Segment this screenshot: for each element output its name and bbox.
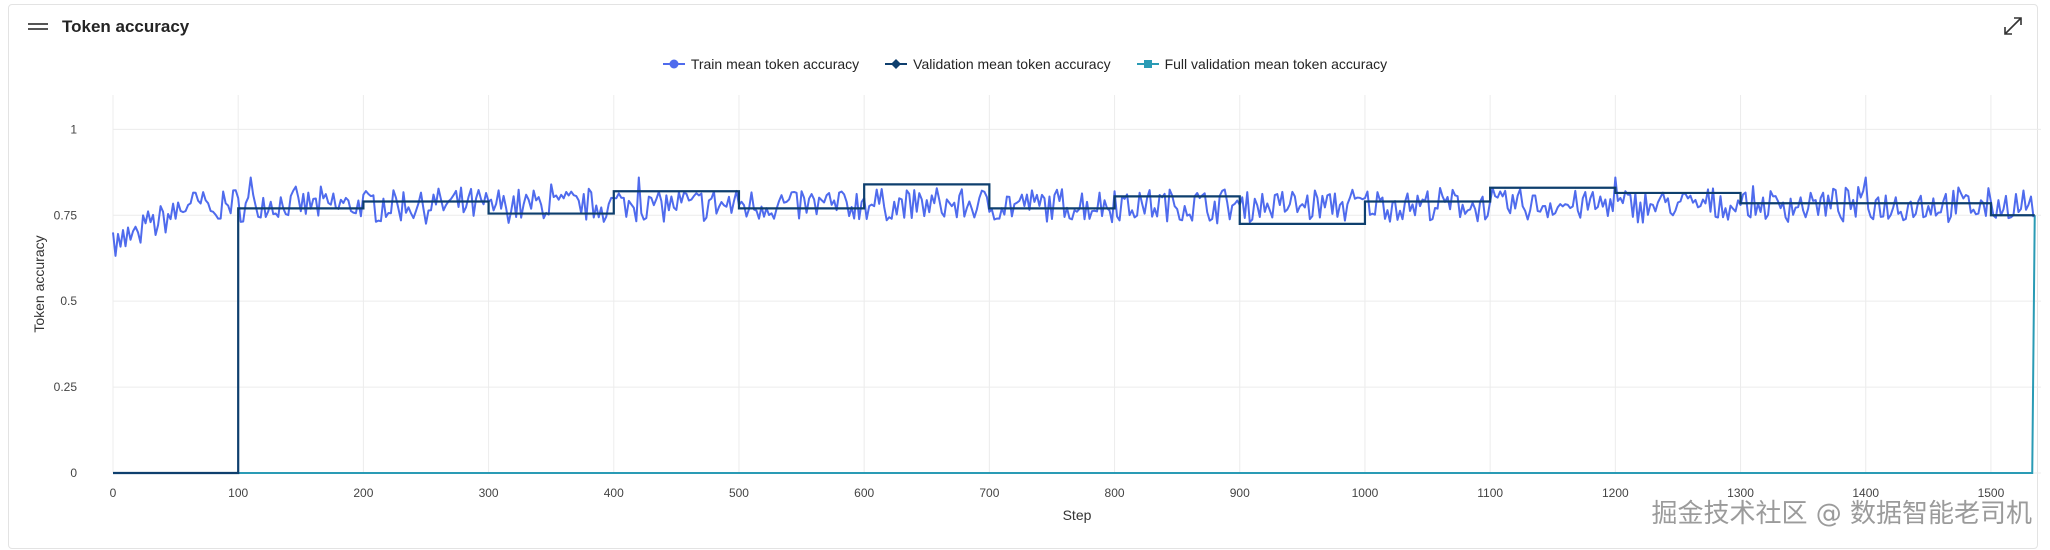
square-marker-icon — [1136, 60, 1159, 68]
y-tick-label: 0.75 — [54, 208, 78, 222]
x-tick-label: 200 — [353, 486, 373, 500]
x-tick-label: 100 — [228, 486, 248, 500]
x-tick-label: 700 — [979, 486, 999, 500]
x-tick-label: 1400 — [1852, 486, 1879, 500]
legend-item-validation[interactable]: Validation mean token accuracy — [885, 56, 1111, 72]
x-tick-label: 800 — [1105, 486, 1125, 500]
drag-handle-icon[interactable] — [28, 22, 48, 32]
x-tick-label: 1200 — [1602, 486, 1629, 500]
x-tick-label: 900 — [1230, 486, 1250, 500]
panel-title: Token accuracy — [62, 17, 190, 36]
y-tick-label: 0 — [70, 466, 77, 480]
circle-marker-icon — [662, 59, 685, 69]
legend-item-full-validation[interactable]: Full validation mean token accuracy — [1136, 56, 1388, 72]
y-tick-label: 0.25 — [54, 380, 78, 394]
expand-icon[interactable] — [2001, 14, 2025, 38]
series-line-validation — [113, 183, 2035, 475]
chart-panel — [8, 4, 2038, 549]
x-tick-label: 1100 — [1477, 486, 1503, 500]
legend-label-validation: Validation mean token accuracy — [913, 56, 1111, 72]
legend-item-train[interactable]: Train mean token accuracy — [662, 56, 860, 72]
x-tick-label: 1500 — [1978, 486, 2005, 500]
x-tick-label: 500 — [729, 486, 749, 500]
x-tick-label: 400 — [604, 486, 624, 500]
x-tick-label: 0 — [110, 486, 117, 500]
panel-header: Token accuracy — [28, 14, 189, 40]
x-axis-label: Step — [1063, 507, 1092, 523]
diamond-marker-icon — [885, 59, 908, 69]
x-tick-label: 1000 — [1352, 486, 1379, 500]
series-line-full-validation — [113, 215, 2036, 474]
x-tick-label: 300 — [479, 486, 499, 500]
y-axis-label: Token accuracy — [31, 235, 47, 332]
x-tick-label: 1300 — [1727, 486, 1754, 500]
series-line-train — [112, 176, 2035, 257]
y-tick-label: 1 — [70, 122, 77, 136]
watermark-text: 掘金技术社区 @ 数据智能老司机 — [1651, 499, 2032, 529]
legend-label-train: Train mean token accuracy — [690, 56, 860, 72]
chart-legend: Train mean token accuracy Validation mea… — [0, 56, 2050, 72]
legend-label-full-validation: Full validation mean token accuracy — [1164, 56, 1388, 72]
x-tick-label: 600 — [854, 486, 874, 500]
y-tick-label: 0.5 — [60, 294, 77, 308]
